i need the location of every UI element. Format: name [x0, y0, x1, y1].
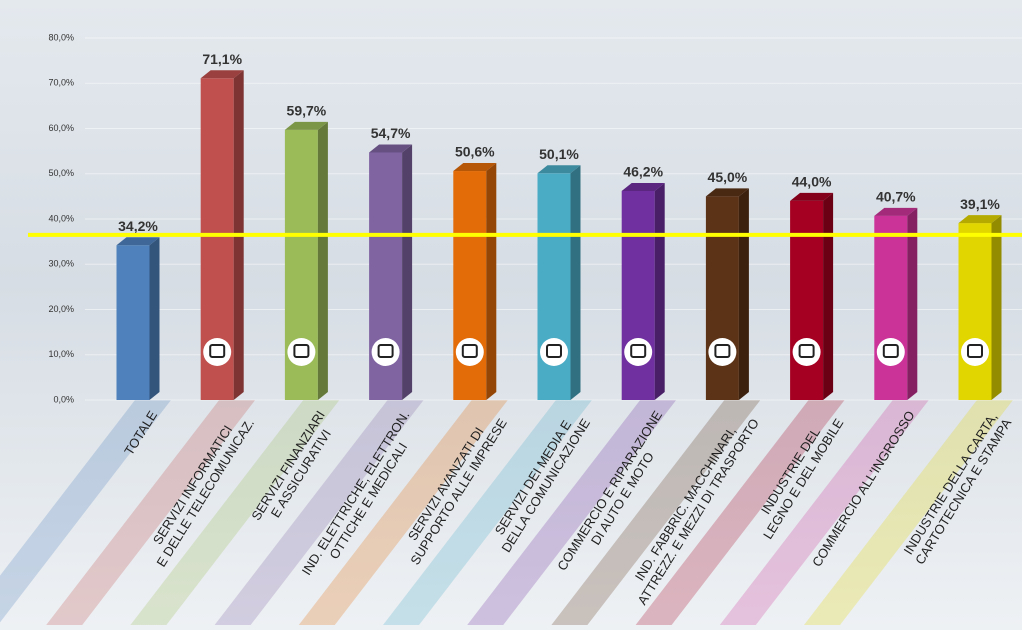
y-tick-label: 40,0%: [48, 213, 74, 223]
y-tick-label: 50,0%: [48, 168, 74, 178]
y-tick-label: 60,0%: [48, 123, 74, 133]
value-label: 50,1%: [539, 146, 579, 162]
y-tick-label: 30,0%: [48, 259, 74, 269]
y-tick-label: 70,0%: [48, 78, 74, 88]
bar: [706, 188, 749, 400]
bar: [117, 237, 160, 400]
value-label: 71,1%: [202, 51, 242, 67]
value-label: 34,2%: [118, 218, 158, 234]
value-label: 40,7%: [876, 189, 916, 205]
y-tick-label: 20,0%: [48, 304, 74, 314]
bar: [285, 122, 328, 400]
value-label: 54,7%: [371, 125, 411, 141]
y-tick-label: 80,0%: [48, 32, 74, 42]
value-label: 46,2%: [623, 164, 663, 180]
bar: [453, 163, 496, 400]
value-label: 45,0%: [708, 169, 748, 185]
y-tick-label: 10,0%: [48, 349, 74, 359]
value-label: 44,0%: [792, 174, 832, 190]
y-tick-label: 0,0%: [53, 394, 74, 404]
bar: [538, 165, 581, 400]
value-label: 50,6%: [455, 144, 495, 160]
bar: [622, 183, 665, 400]
value-label: 39,1%: [960, 196, 1000, 212]
bar: [959, 215, 1002, 400]
bar: [369, 144, 412, 400]
chart: 0,0% 10,0% 20,0% 30,0% 40,0% 50,0% 60,0% 70,0% 8…: [0, 0, 1022, 630]
value-label: 59,7%: [287, 103, 327, 119]
bar: [790, 193, 833, 400]
